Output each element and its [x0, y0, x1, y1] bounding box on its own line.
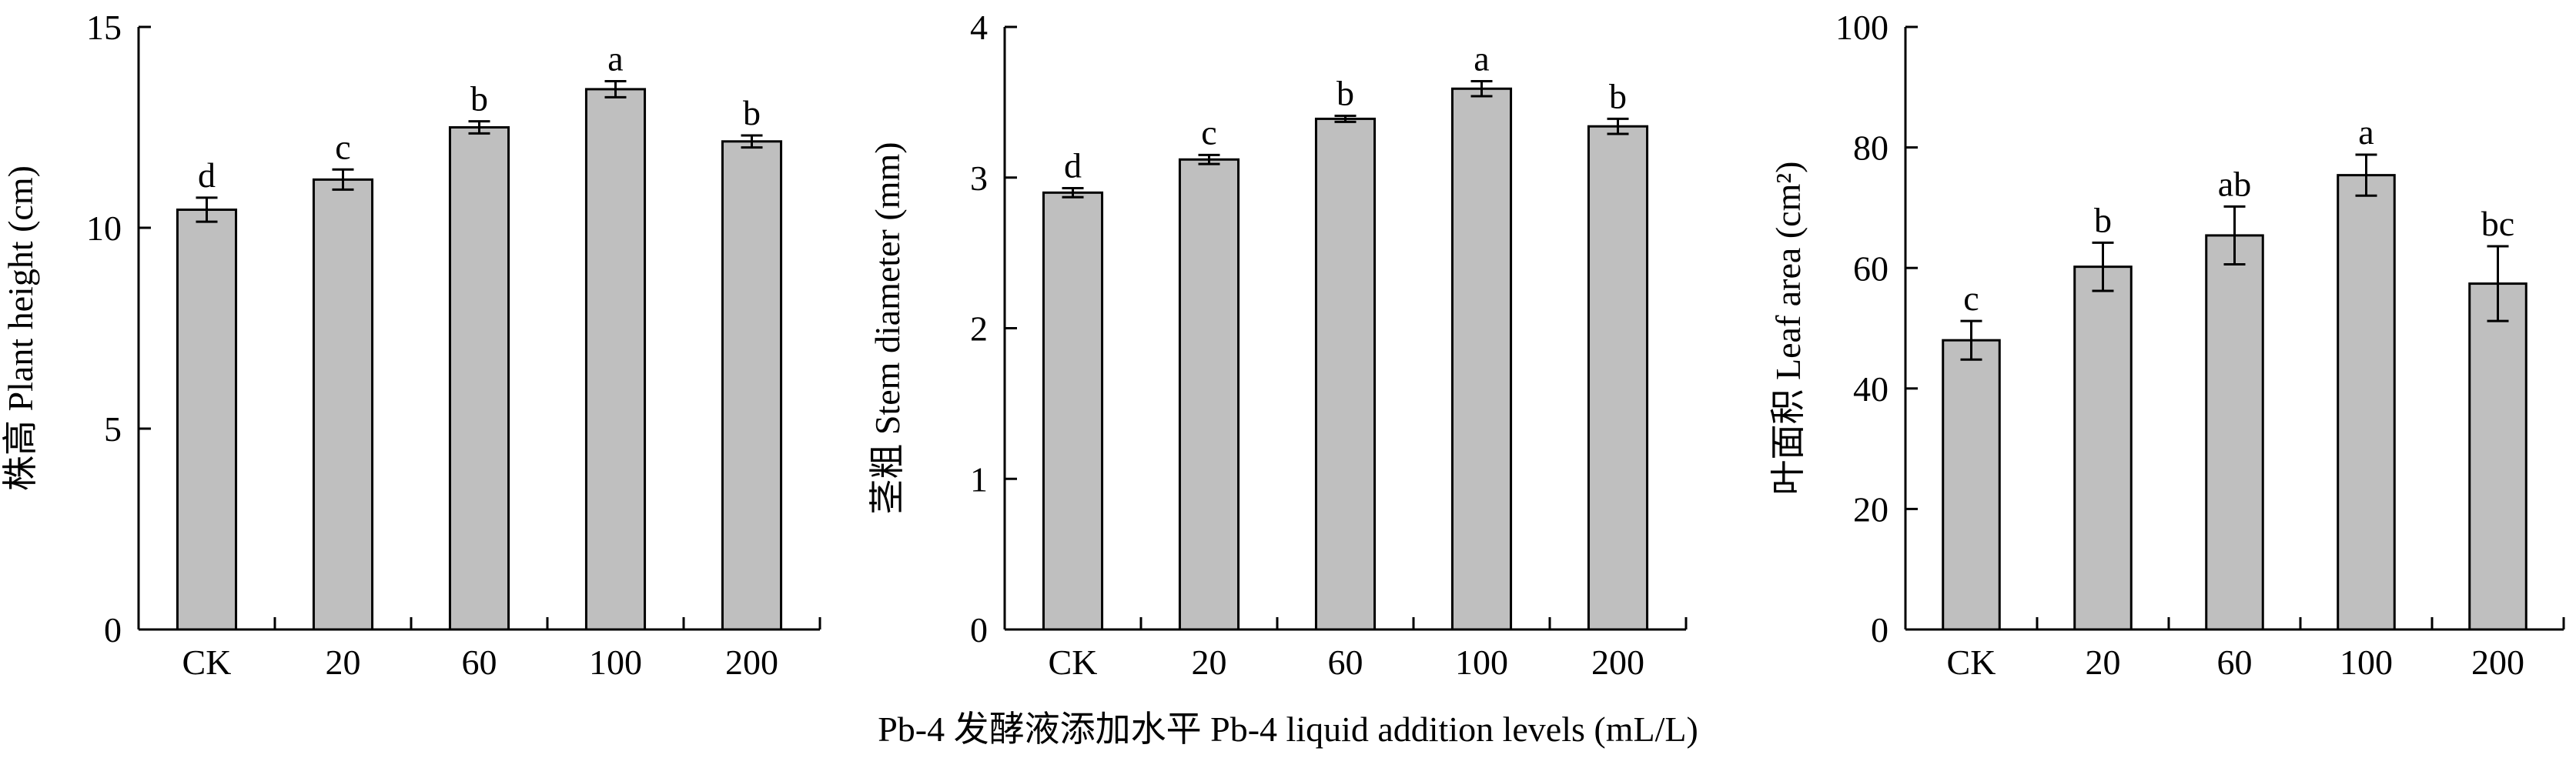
bar: [312, 178, 374, 631]
bar: [1042, 191, 1104, 631]
category-label: 20: [326, 643, 361, 682]
significance-letter: ab: [2218, 164, 2251, 203]
category-label: 200: [2471, 643, 2524, 682]
plant-height-chart: 0 5 10 15 d CK c 20 b 60 a 100 b 200 株高 Plant height (…: [1, 8, 821, 682]
leaf-area-chart: 0 20 40 60 80 100 c CK b 20 ab 60 a 100 bc 200 叶面积 Leaf …: [1768, 8, 2565, 682]
y-tick-label: 100: [1835, 8, 1889, 47]
category-label: CK: [1049, 643, 1098, 682]
significance-letter: a: [607, 38, 623, 78]
significance-letter: d: [1064, 145, 1082, 185]
bar: [1178, 158, 1240, 631]
bar: [721, 140, 783, 631]
significance-letter: b: [470, 79, 488, 119]
y-tick-label: 60: [1853, 249, 1889, 288]
significance-letter: c: [1201, 112, 1216, 152]
x-axis-title: Pb-4 发酵液添加水平 Pb-4 liquid addition levels…: [878, 710, 1698, 749]
category-label: 20: [1192, 643, 1227, 682]
y-tick-label: 5: [104, 409, 122, 449]
bar: [2468, 282, 2527, 631]
significance-letter: c: [1963, 279, 1979, 318]
bar: [1450, 87, 1513, 631]
category-label: 60: [2217, 643, 2253, 682]
y-axis-title: 叶面积 Leaf area (cm²): [1768, 162, 1808, 496]
y-tick-label: 0: [1871, 610, 1889, 649]
category-label: 20: [2086, 643, 2121, 682]
category-label: CK: [1947, 643, 1996, 682]
category-label: 200: [725, 643, 778, 682]
y-tick-label: 0: [104, 610, 122, 649]
y-tick-label: 0: [970, 610, 988, 649]
significance-letter: b: [1337, 73, 1354, 112]
category-label: CK: [182, 643, 232, 682]
category-label: 60: [1328, 643, 1363, 682]
bar: [1942, 339, 2001, 631]
y-tick-label: 1: [970, 459, 988, 499]
y-tick-label: 10: [86, 209, 122, 248]
bar: [2337, 174, 2396, 631]
bar: [584, 88, 647, 631]
significance-letter: bc: [2481, 204, 2514, 243]
y-axis-title: 茎粗 Stem diameter (mm): [868, 142, 907, 514]
bar: [1314, 117, 1377, 631]
y-axis-title: 株高 Plant height (cm): [1, 165, 40, 491]
category-label: 60: [462, 643, 497, 682]
significance-letter: d: [198, 155, 216, 195]
y-tick-label: 40: [1853, 369, 1889, 409]
bar: [2073, 265, 2133, 631]
y-tick-label: 80: [1853, 129, 1889, 168]
category-label: 200: [1591, 643, 1644, 682]
significance-letter: b: [2094, 200, 2112, 239]
category-label: 100: [1455, 643, 1508, 682]
y-tick-label: 20: [1853, 490, 1889, 529]
stem-diameter-chart: 0 1 2 3 4 d CK c 20 b 60 a 100 b 200 茎粗 Stem diameter (…: [868, 8, 1688, 682]
significance-letter: b: [1609, 76, 1627, 115]
significance-letter: a: [1474, 38, 1489, 78]
significance-letter: a: [2358, 112, 2374, 152]
y-tick-label: 2: [970, 309, 988, 349]
bar: [448, 126, 510, 631]
significance-letter: c: [335, 127, 350, 166]
bar: [2205, 234, 2264, 631]
significance-letter: b: [743, 93, 761, 132]
y-tick-label: 3: [970, 159, 988, 198]
category-label: 100: [589, 643, 642, 682]
bar: [1587, 125, 1649, 631]
y-tick-label: 4: [970, 8, 988, 47]
bar: [176, 209, 238, 631]
y-tick-label: 15: [86, 8, 122, 47]
category-label: 100: [2340, 643, 2393, 682]
